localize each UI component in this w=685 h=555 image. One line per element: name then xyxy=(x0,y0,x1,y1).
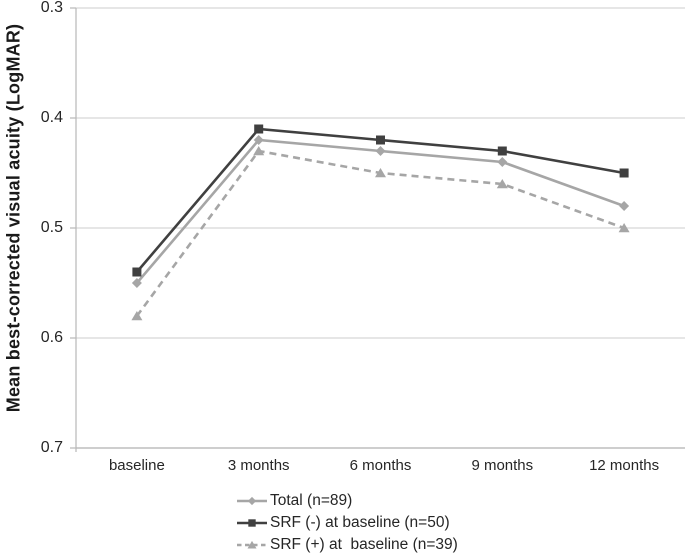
diamond-marker xyxy=(253,135,264,145)
legend-item: Total (n=89) xyxy=(236,490,458,512)
series-line-0 xyxy=(135,138,625,284)
square-marker xyxy=(619,168,629,178)
y-tick-label: 0.7 xyxy=(40,439,63,456)
diamond-marker xyxy=(619,201,630,211)
triangle-marker xyxy=(496,179,508,189)
triangle-marker xyxy=(131,311,143,321)
square-marker xyxy=(497,146,507,156)
y-tick-label: 0.5 xyxy=(40,219,63,236)
x-tick-label: 12 months xyxy=(589,457,660,474)
triangle-marker xyxy=(247,540,257,549)
square-marker xyxy=(132,267,142,277)
triangle-marker xyxy=(253,146,265,156)
diamond-marker xyxy=(375,146,386,156)
legend-square-marker-icon xyxy=(237,519,267,527)
x-tick-label: 9 months xyxy=(471,457,534,474)
diamond-marker xyxy=(247,496,257,506)
legend-item: SRF (+) at baseline (n=39) xyxy=(236,534,458,555)
legend-item: SRF (-) at baseline (n=50) xyxy=(236,512,458,534)
triangle-marker xyxy=(618,223,630,233)
y-tick-label: 0.3 xyxy=(40,0,63,16)
legend-diamond-marker-icon xyxy=(237,496,267,506)
square-marker xyxy=(248,519,256,527)
legend-triangle-marker-icon xyxy=(237,540,267,549)
x-tick-label: 6 months xyxy=(349,457,412,474)
legend-label: SRF (+) at baseline (n=39) xyxy=(270,536,458,553)
x-tick-label: baseline xyxy=(108,457,165,474)
diamond-marker xyxy=(497,157,508,167)
chart-legend: Total (n=89) SRF (-) at baseline (n=50) SR… xyxy=(236,490,458,555)
square-marker xyxy=(254,124,264,134)
square-marker xyxy=(376,135,385,145)
x-tick-label: 3 months xyxy=(227,457,290,474)
y-tick-label: 0.4 xyxy=(40,109,63,126)
y-tick-label: 0.6 xyxy=(40,329,63,346)
legend-label: SRF (-) at baseline (n=50) xyxy=(270,514,450,531)
diamond-marker xyxy=(131,278,142,288)
y-axis-title: Mean best-corrected visual acuity (LogMA… xyxy=(3,23,24,413)
triangle-marker xyxy=(375,168,386,178)
legend-label: Total (n=89) xyxy=(270,492,353,509)
